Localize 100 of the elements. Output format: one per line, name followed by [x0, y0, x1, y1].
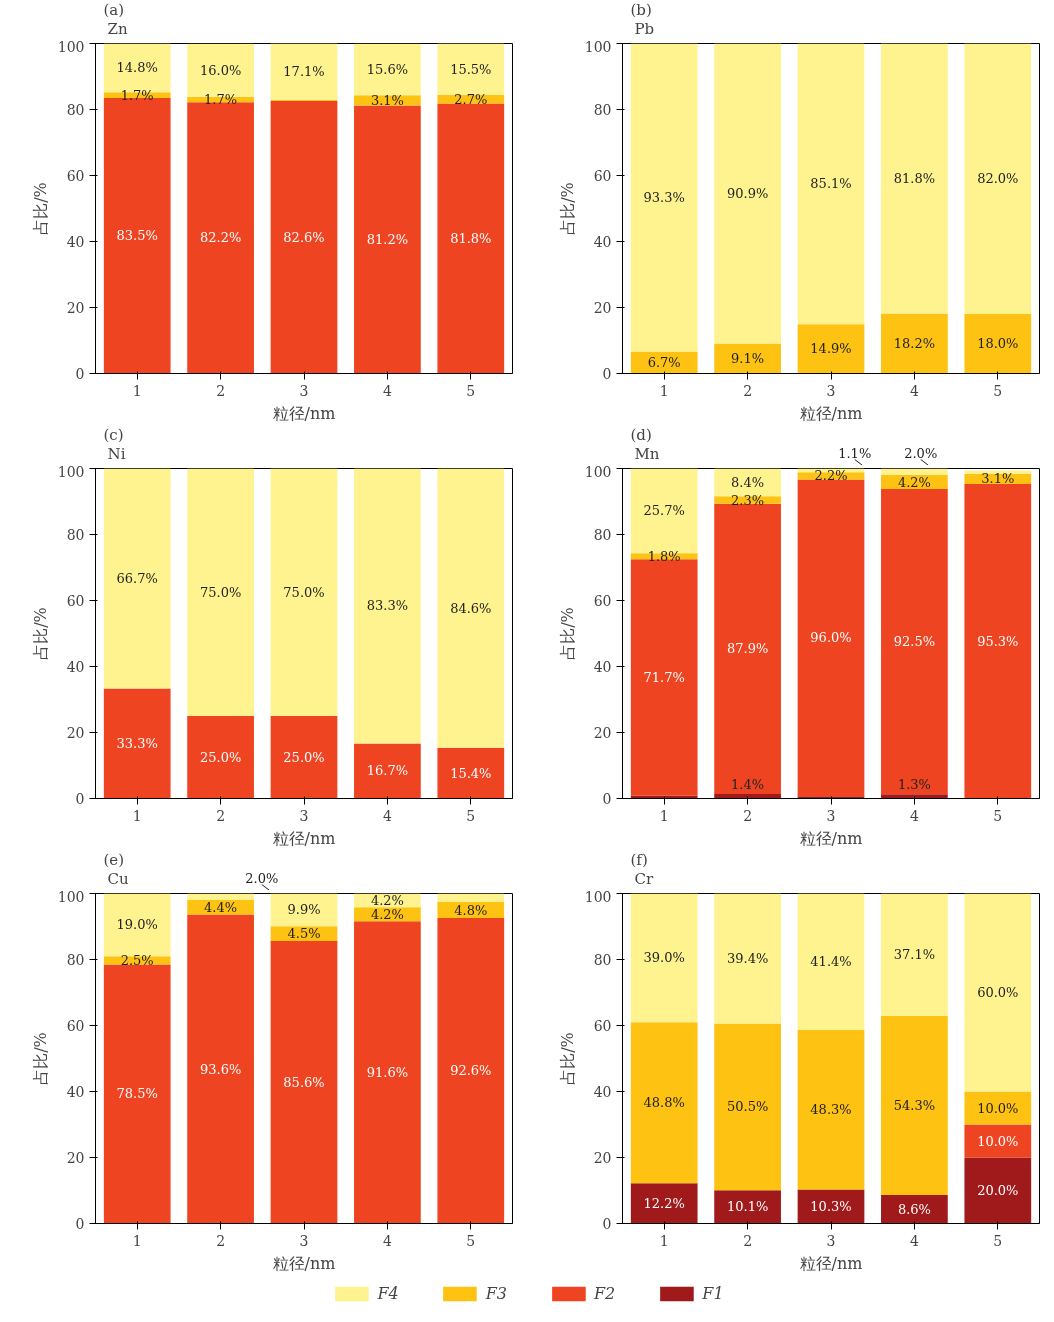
chart-subtitle: Ni: [107, 444, 126, 463]
x-axis-title: 粒径/nm: [272, 828, 336, 848]
y-tick-label: 60: [593, 1018, 612, 1034]
y-tick-label: 80: [593, 952, 612, 968]
y-tick-label: 20: [593, 300, 612, 316]
chart-subtitle: Pb: [634, 19, 655, 38]
x-tick-label: 3: [299, 1232, 309, 1249]
x-tick-label: 3: [826, 1232, 836, 1249]
data-label: 83.3%: [366, 598, 409, 614]
x-tick-label: 4: [382, 382, 392, 399]
data-label: 54.3%: [893, 1098, 936, 1114]
x-tick-label: 1: [132, 807, 142, 824]
bar: [103, 964, 171, 1224]
data-label: 19.0%: [116, 917, 158, 933]
data-label: 14.8%: [116, 60, 158, 76]
bar: [437, 468, 505, 748]
bar: [630, 893, 698, 1023]
bar: [103, 468, 171, 689]
data-label: 15.6%: [366, 62, 409, 78]
data-label: 93.6%: [199, 1061, 242, 1077]
x-axis-title: 粒径/nm: [272, 403, 336, 423]
data-label: 1.3%: [897, 777, 931, 793]
y-tick-label: 20: [593, 725, 612, 741]
bar: [881, 794, 948, 799]
data-label: 18.0%: [977, 336, 1019, 352]
data-label: 60.0%: [977, 985, 1019, 1000]
data-label: 93.3%: [643, 189, 685, 205]
x-axis-title: 粒径/nm: [799, 1253, 863, 1273]
y-tick-label: 80: [66, 527, 85, 543]
data-label: 15.5%: [450, 61, 492, 77]
bar: [354, 105, 421, 374]
x-tick-label: 3: [826, 382, 836, 399]
x-tick-label: 5: [466, 807, 476, 824]
data-label: 2.0%: [904, 445, 938, 461]
data-label: 25.7%: [643, 503, 685, 519]
y-tick-label: 100: [584, 38, 612, 55]
bar: [630, 559, 698, 796]
data-label: 2.0%: [245, 870, 279, 886]
y-tick-label: 100: [584, 463, 612, 480]
data-label: 41.4%: [810, 954, 852, 970]
y-tick-label: 20: [66, 1150, 85, 1166]
y-tick-label: 0: [75, 1216, 85, 1232]
x-tick-label: 3: [826, 807, 836, 824]
bar: [103, 688, 171, 799]
y-tick-label: 80: [593, 527, 612, 543]
legend-label: F4: [377, 1283, 399, 1303]
bar: [354, 468, 421, 744]
data-label: 85.1%: [810, 176, 852, 192]
data-label: 90.9%: [726, 185, 769, 201]
x-tick-label: 5: [466, 1232, 476, 1249]
x-tick-label: 5: [466, 382, 476, 399]
data-label: 33.3%: [116, 736, 158, 752]
chart-subtitle: Mn: [634, 444, 660, 463]
bar: [270, 100, 338, 374]
bar: [437, 103, 505, 374]
x-tick-label: 5: [993, 382, 1003, 399]
data-label: 2.5%: [120, 952, 154, 968]
bar: [881, 1015, 948, 1196]
y-tick-label: 20: [593, 1150, 612, 1166]
y-tick-label: 100: [57, 38, 85, 55]
data-label: 6.7%: [647, 354, 681, 370]
x-axis-title: 粒径/nm: [272, 1253, 336, 1273]
data-label: 95.3%: [977, 633, 1019, 649]
bar: [881, 43, 948, 314]
y-tick-label: 100: [584, 888, 612, 905]
data-label: 4.2%: [370, 892, 404, 908]
bar: [964, 470, 1032, 474]
chart-subtitle: Cu: [107, 869, 129, 888]
bar: [714, 1023, 781, 1191]
bar: [437, 43, 505, 95]
bar: [964, 314, 1032, 374]
bar: [630, 1183, 698, 1224]
x-tick-label: 2: [216, 1232, 226, 1249]
bar: [964, 893, 1032, 1092]
y-tick-label: 60: [593, 593, 612, 609]
y-tick-label: 60: [66, 593, 85, 609]
data-label: 92.5%: [893, 634, 936, 650]
data-label: 3.1%: [370, 92, 404, 108]
y-axis-title: 占比/%: [557, 182, 577, 235]
data-label: 1.1%: [838, 445, 872, 461]
bar: [714, 1190, 781, 1224]
bar: [103, 893, 171, 957]
y-tick-label: 40: [593, 659, 612, 675]
data-label: 10.0%: [977, 1133, 1019, 1149]
x-tick-label: 4: [382, 807, 392, 824]
chart-subtitle: Cr: [634, 869, 654, 888]
x-axis-title: 粒径/nm: [799, 403, 863, 423]
x-tick-label: 5: [993, 807, 1003, 824]
y-tick-label: 0: [75, 366, 85, 382]
data-label: 78.5%: [116, 1086, 158, 1102]
data-label: 2.3%: [731, 492, 765, 508]
data-label: 16.7%: [366, 763, 409, 779]
y-tick-label: 40: [66, 234, 85, 250]
bar: [354, 43, 421, 96]
bar: [881, 468, 948, 476]
bar: [437, 747, 505, 799]
data-label: 4.2%: [897, 474, 931, 490]
x-axis-title: 粒径/nm: [799, 828, 863, 848]
y-tick-label: 20: [66, 300, 85, 316]
x-tick-label: 2: [743, 382, 753, 399]
